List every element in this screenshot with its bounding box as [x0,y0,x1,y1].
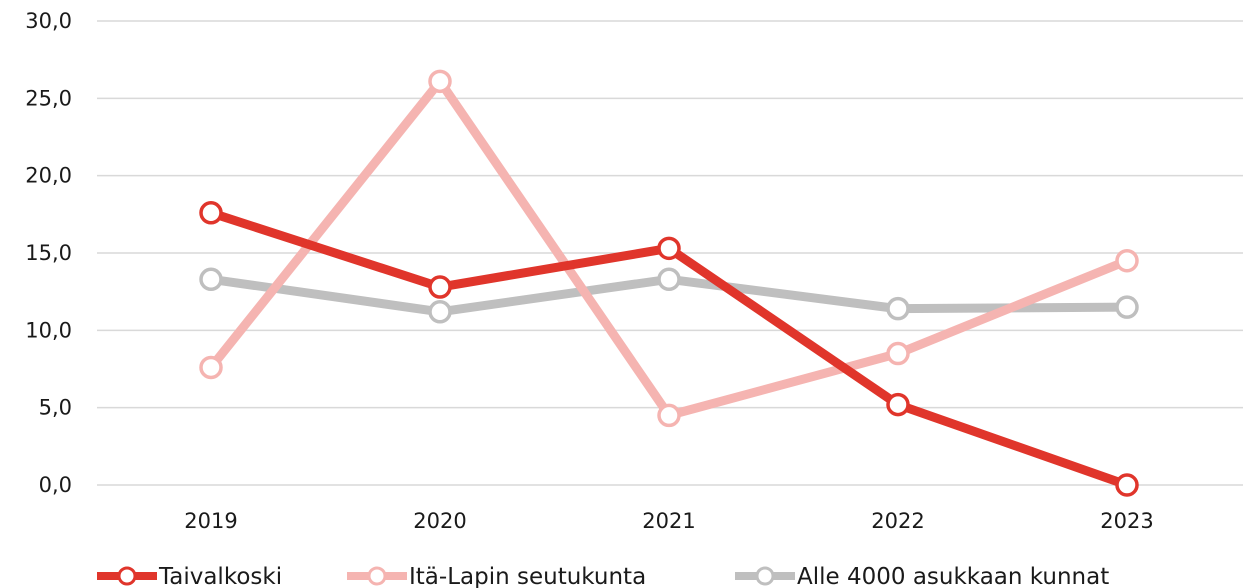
data-point [886,296,910,321]
y-tick-label: 0,0 [39,473,72,497]
x-tick-label: 2023 [1100,509,1153,533]
x-tick-label: 2021 [642,509,695,533]
data-point [199,267,223,292]
y-tick-label: 5,0 [39,396,72,420]
data-point [428,69,452,94]
y-tick-label: 30,0 [25,9,72,33]
legend-label: Itä-Lapin seutukunta [409,564,646,588]
data-point [1115,473,1139,497]
y-tick-label: 15,0 [25,241,72,265]
data-point [199,201,223,225]
series-1 [199,69,1139,428]
data-point [1115,248,1139,273]
legend-item: Itä-Lapin seutukunta [347,564,646,588]
data-point [886,341,910,366]
legend-label: Alle 4000 asukkaan kunnat [797,564,1109,588]
data-point [199,355,223,380]
legend-item: Taivalkoski [97,564,282,588]
data-point [428,275,452,299]
data-point [657,403,681,428]
y-tick-label: 25,0 [25,86,72,110]
series-0 [199,201,1139,497]
legend-swatch-marker [755,566,775,586]
y-axis-ticks: 0,0 5,0 10,0 15,0 20,0 25,0 30,0 [25,9,72,497]
series-2 [199,267,1139,324]
x-axis-ticks: 2019 2020 2021 2022 2023 [184,509,1153,533]
series-lines [199,69,1139,497]
y-tick-label: 20,0 [25,164,72,188]
y-tick-label: 10,0 [25,318,72,342]
data-point [1115,295,1139,319]
gridlines [97,20,1243,486]
legend-item: Alle 4000 asukkaan kunnat [735,564,1109,588]
legend-label: Taivalkoski [158,564,282,588]
legend: Taivalkoski Itä-Lapin seutukunta Alle 4000… [97,564,1109,588]
x-tick-label: 2019 [184,509,237,533]
x-tick-label: 2022 [871,509,924,533]
x-tick-label: 2020 [413,509,466,533]
data-point [428,300,452,324]
data-point [657,267,681,292]
data-point [886,392,910,417]
legend-swatch-marker [117,566,137,586]
data-point [657,236,681,261]
legend-swatch-marker [367,566,387,586]
